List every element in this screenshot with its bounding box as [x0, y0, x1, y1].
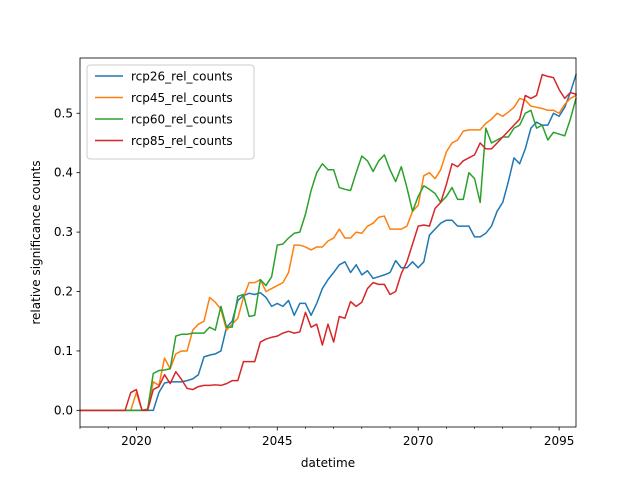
series-line-rcp60_rel_counts — [79, 97, 577, 412]
x-tick-label: 2020 — [121, 434, 152, 448]
legend: rcp26_rel_counts rcp45_rel_counts rcp60_re… — [86, 64, 255, 160]
legend-label: rcp60_rel_counts — [131, 113, 233, 127]
y-tick-label: 0.0 — [54, 403, 73, 417]
series-line-rcp85_rel_counts — [79, 73, 577, 412]
y-tick-label: 0.5 — [54, 106, 73, 120]
series-layer — [79, 73, 578, 412]
y-tick-label: 0.2 — [54, 285, 73, 299]
series-line-rcp45_rel_counts — [79, 94, 578, 412]
tick-layer: 2020 2045 2070 2095 0.0 0.1 0.2 0.3 0.4 0.5 — [54, 106, 574, 448]
x-axis-label: datetime — [301, 456, 355, 470]
y-tick-label: 0.3 — [54, 225, 73, 239]
y-tick-label: 0.1 — [54, 344, 73, 358]
series-line-rcp26_rel_counts — [79, 73, 577, 412]
legend-label: rcp26_rel_counts — [131, 70, 233, 84]
x-tick-label: 2095 — [544, 434, 575, 448]
legend-box — [86, 64, 255, 160]
x-tick-label: 2070 — [403, 434, 434, 448]
y-tick-label: 0.4 — [54, 166, 73, 180]
x-tick-label: 2045 — [262, 434, 293, 448]
y-axis-label: relative significance counts — [29, 160, 43, 324]
legend-label: rcp45_rel_counts — [131, 91, 233, 105]
plot-frame — [79, 57, 577, 428]
legend-label: rcp85_rel_counts — [131, 134, 233, 148]
